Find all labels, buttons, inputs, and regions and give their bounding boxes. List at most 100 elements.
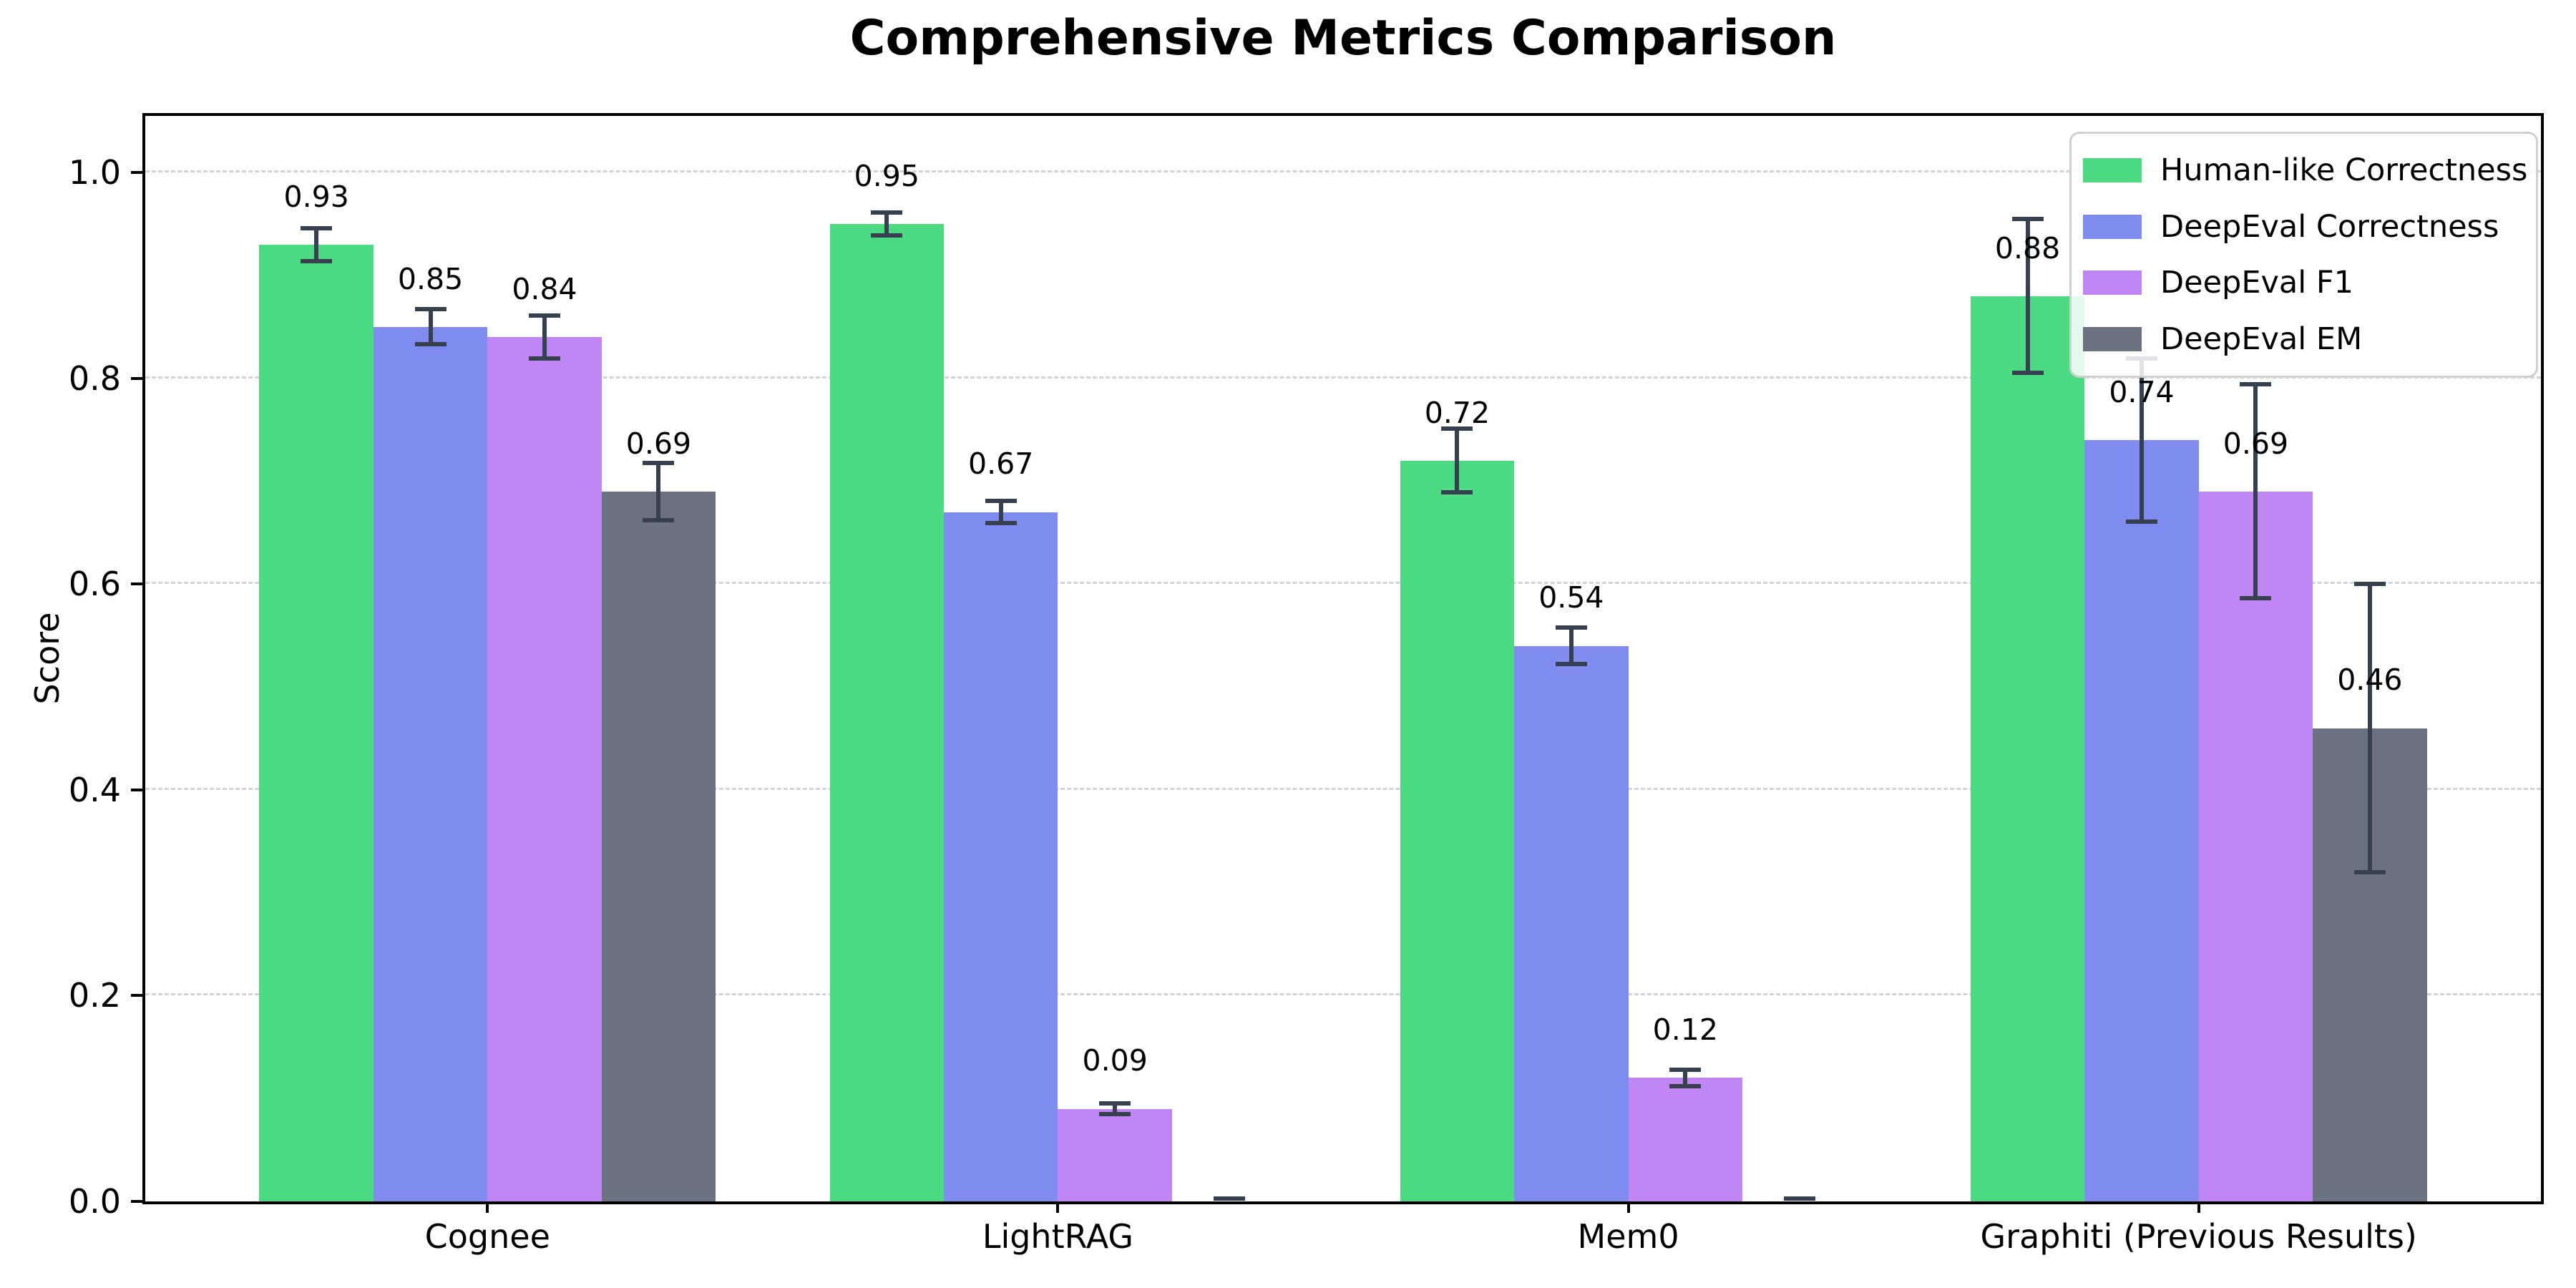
error-bar-cap xyxy=(1441,490,1473,495)
error-bar xyxy=(428,309,433,345)
error-bar-cap xyxy=(2240,382,2272,387)
error-bar-cap xyxy=(871,233,903,238)
y-tick-mark xyxy=(131,994,142,997)
x-tick-mark xyxy=(1626,1201,1630,1213)
bar-value-label: 0.54 xyxy=(1538,580,1604,615)
error-bar-cap xyxy=(1783,1196,1815,1201)
x-tick-mark xyxy=(2197,1201,2200,1213)
y-tick-label: 0.4 xyxy=(68,770,121,809)
legend-swatch xyxy=(2083,214,2142,239)
x-tick-mark xyxy=(486,1201,489,1213)
y-tick-label: 1.0 xyxy=(68,153,121,192)
error-bar-cap xyxy=(1441,426,1473,431)
error-bar-cap xyxy=(301,258,333,263)
error-bar-cap xyxy=(871,210,903,215)
x-tick-label: LightRAG xyxy=(982,1217,1134,1256)
y-tick-mark xyxy=(131,788,142,791)
bar-value-label: 0.46 xyxy=(2337,663,2403,698)
y-tick-label: 0.6 xyxy=(68,565,121,604)
gridline xyxy=(145,582,2541,585)
bar-value-label: 0.67 xyxy=(968,447,1034,482)
bar-value-label: 0.72 xyxy=(1424,395,1491,430)
x-tick-mark xyxy=(1056,1201,1060,1213)
bar-value-label: 0.95 xyxy=(854,158,919,193)
bar xyxy=(1400,460,1515,1201)
legend-label: DeepEval EM xyxy=(2160,321,2363,357)
bar xyxy=(1628,1078,1742,1201)
bar xyxy=(829,223,944,1201)
error-bar xyxy=(2253,384,2258,599)
bar-value-label: 0.93 xyxy=(283,179,349,214)
error-bar xyxy=(2140,358,2144,522)
bar-value-label: 0.12 xyxy=(1652,1013,1718,1048)
legend-swatch xyxy=(2083,158,2142,183)
y-tick-mark xyxy=(131,582,142,586)
gridline xyxy=(145,993,2541,996)
bar xyxy=(1514,645,1629,1201)
bar-value-label: 0.85 xyxy=(397,261,464,296)
legend-label: DeepEval Correctness xyxy=(2160,208,2499,245)
error-bar xyxy=(1455,429,1460,493)
legend-swatch xyxy=(2083,326,2142,351)
error-bar-cap xyxy=(2240,596,2272,601)
bar-value-label: 0.69 xyxy=(625,426,692,461)
error-bar xyxy=(1568,627,1574,665)
error-bar xyxy=(2367,584,2372,872)
chart-title: Comprehensive Metrics Comparison xyxy=(849,10,1837,67)
error-bar-cap xyxy=(1099,1101,1131,1106)
error-bar-cap xyxy=(643,460,675,465)
y-tick-mark xyxy=(131,171,142,175)
error-bar xyxy=(656,462,661,521)
bar xyxy=(1970,296,2085,1201)
bar-value-label: 0.09 xyxy=(1082,1043,1148,1078)
gridline xyxy=(145,376,2541,379)
bar-value-label: 0.74 xyxy=(2109,374,2175,409)
bar xyxy=(601,491,716,1201)
y-tick-mark xyxy=(131,1200,142,1203)
error-bar-cap xyxy=(1099,1111,1131,1116)
error-bar xyxy=(1113,1103,1118,1114)
error-bar-cap xyxy=(643,518,675,523)
error-bar-cap xyxy=(1669,1067,1702,1072)
bar xyxy=(2198,491,2313,1201)
gridline xyxy=(145,787,2541,790)
error-bar-cap xyxy=(2353,869,2386,874)
bar-value-label: 0.84 xyxy=(512,272,577,307)
bar xyxy=(944,512,1058,1201)
bar xyxy=(1058,1108,1172,1201)
legend-item: Human-like Correctness xyxy=(2083,152,2528,189)
error-bar xyxy=(314,228,319,261)
legend-label: Human-like Correctness xyxy=(2160,152,2528,189)
error-bar-cap xyxy=(301,225,333,230)
error-bar xyxy=(884,213,889,235)
error-bar-cap xyxy=(1669,1083,1702,1088)
error-bar xyxy=(1683,1069,1688,1086)
bar xyxy=(259,244,374,1201)
bar-value-label: 0.69 xyxy=(2223,426,2289,461)
error-bar-cap xyxy=(1555,662,1587,667)
error-bar-cap xyxy=(529,313,560,318)
x-tick-label: Graphiti (Previous Results) xyxy=(1980,1217,2417,1256)
legend: Human-like Correctness DeepEval Correctne… xyxy=(2069,132,2538,378)
legend-item: DeepEval Correctness xyxy=(2083,209,2526,245)
error-bar xyxy=(542,315,547,359)
legend-label: DeepEval F1 xyxy=(2160,265,2353,301)
error-bar xyxy=(2025,218,2030,374)
legend-swatch xyxy=(2083,270,2142,296)
y-tick-label: 0.0 xyxy=(68,1182,121,1221)
error-bar-cap xyxy=(414,342,447,347)
legend-item: DeepEval EM xyxy=(2083,321,2526,357)
error-bar-cap xyxy=(985,521,1017,526)
y-tick-label: 0.8 xyxy=(68,358,121,398)
error-bar xyxy=(998,500,1003,524)
x-tick-label: Mem0 xyxy=(1577,1217,1679,1256)
bar xyxy=(2084,439,2199,1201)
error-bar-cap xyxy=(1555,625,1587,630)
y-tick-mark xyxy=(131,376,142,380)
gridline xyxy=(145,170,2541,173)
x-tick-label: Cognee xyxy=(424,1217,550,1256)
legend-item: DeepEval F1 xyxy=(2083,265,2526,301)
bar xyxy=(373,326,488,1201)
error-bar-cap xyxy=(2126,519,2157,524)
